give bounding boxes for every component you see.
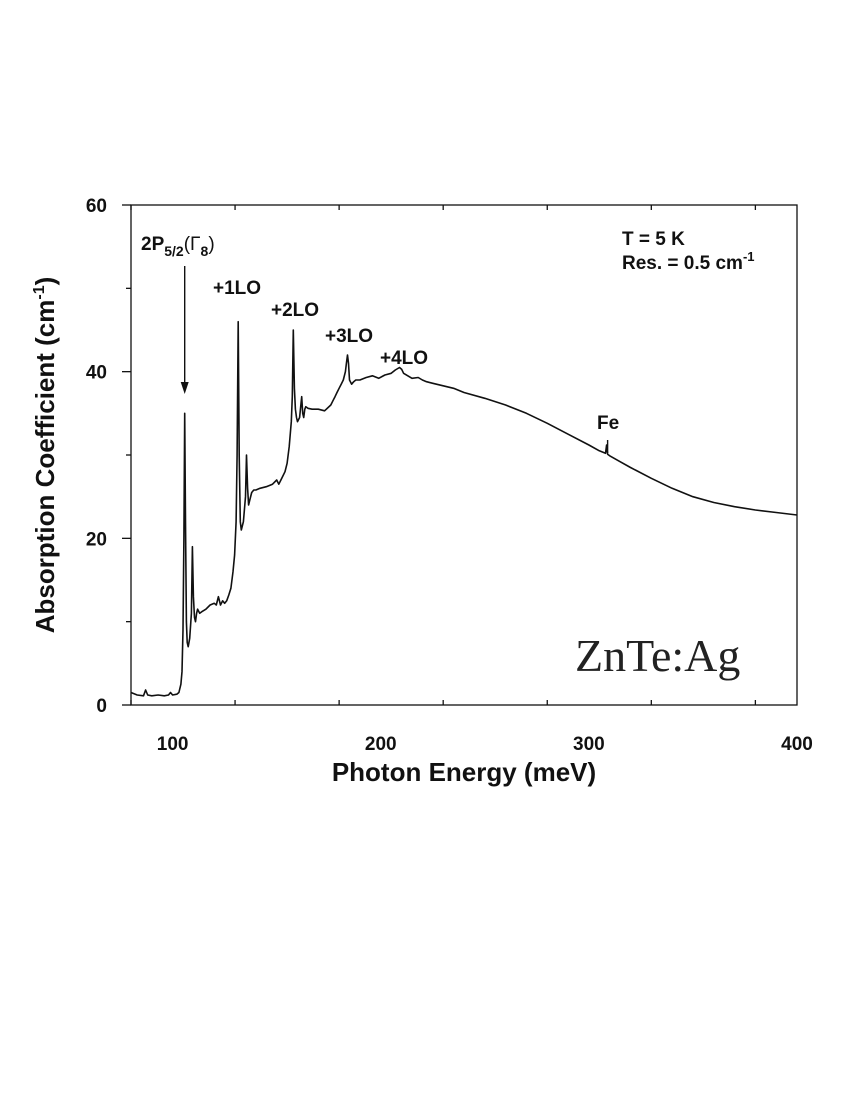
sample-label: ZnTe:Ag xyxy=(575,630,740,681)
y-axis-title-sup: -1 xyxy=(31,285,48,299)
conditions-resolution: Res. = 0.5 cm-1 xyxy=(622,249,755,274)
peak-label-2lo: +2LO xyxy=(271,300,319,321)
y-axis-title: Absorption Coefficient (cm-1) xyxy=(30,277,60,634)
x-tick-label: 100 xyxy=(157,734,189,755)
peak-arrow-head xyxy=(180,382,189,394)
y-tick-label: 40 xyxy=(86,363,107,384)
x-tick-label: 200 xyxy=(365,734,397,755)
y-tick-label: 20 xyxy=(86,529,107,550)
peak-label-2p-gamma: (Γ xyxy=(184,234,201,255)
data-series xyxy=(130,320,798,697)
peak-label-3lo: +3LO xyxy=(325,326,373,347)
peak-label-2p-sub: 5/2 xyxy=(164,243,184,259)
y-tick-label: 0 xyxy=(96,696,107,717)
y-axis-title-main: Absorption Coefficient (cm xyxy=(30,300,60,634)
x-tick-label: 300 xyxy=(573,734,605,755)
x-tick-label: 400 xyxy=(781,734,813,755)
peak-label-2p-gamma-sub: 8 xyxy=(201,243,209,259)
conditions-resolution-main: Res. = 0.5 cm xyxy=(622,253,743,274)
axis-ticks: 100 200 300 400 0 20 40 60 xyxy=(86,196,813,755)
peak-label-2p-base: 2P xyxy=(141,234,165,255)
y-tick-label: 60 xyxy=(86,196,107,217)
conditions-temperature: T = 5 K xyxy=(622,229,685,250)
conditions-resolution-sup: -1 xyxy=(743,249,755,264)
peak-label-2p-close: ) xyxy=(208,234,214,255)
impurity-label-fe: Fe xyxy=(597,413,619,434)
y-axis-title-close: ) xyxy=(30,277,60,286)
x-axis-title: Photon Energy (meV) xyxy=(332,757,596,787)
peak-label-4lo: +4LO xyxy=(380,348,428,369)
peak-label-2p: 2P5/2(Γ8) xyxy=(141,234,215,259)
absorption-spectrum-line xyxy=(130,320,798,697)
peak-label-1lo: +1LO xyxy=(213,278,261,299)
